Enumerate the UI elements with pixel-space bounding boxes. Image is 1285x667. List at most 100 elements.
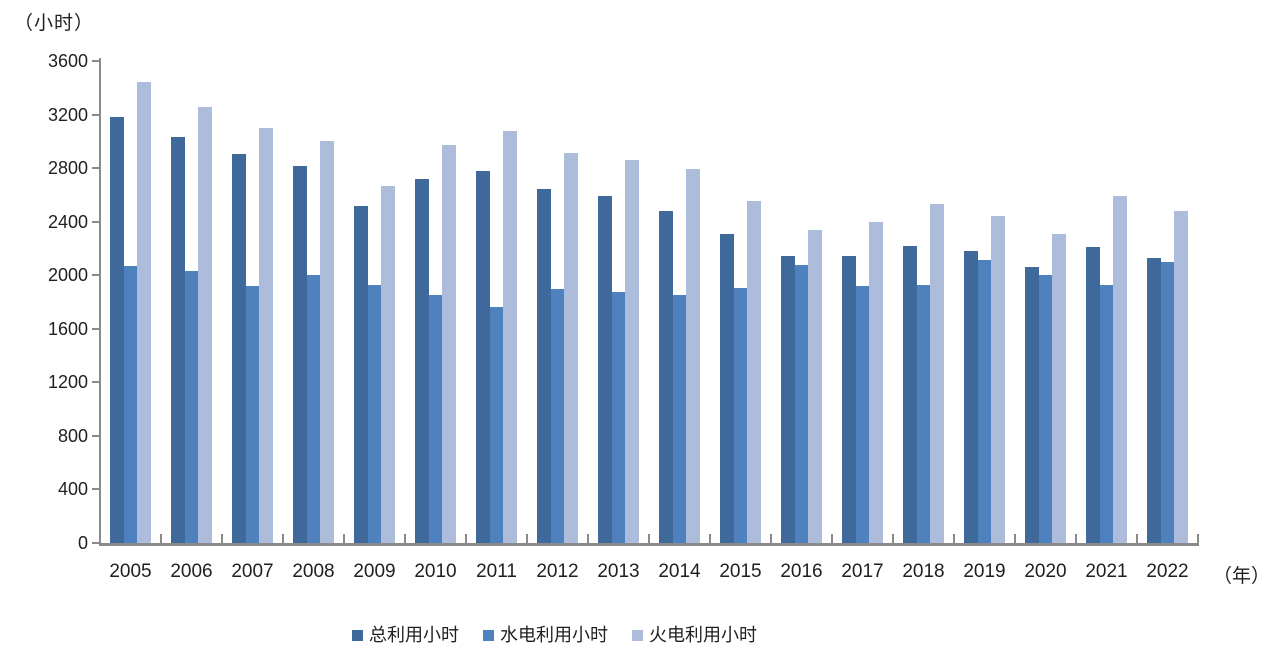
x-axis-category-label: 2014 [658,561,701,582]
y-axis-tick-label: 3200 [47,104,88,125]
y-axis-tick [92,434,100,437]
bar-2009-total [354,205,368,543]
x-axis-category-label: 2015 [719,561,762,582]
bar-2016-total [781,255,795,543]
y-axis-line [99,58,101,546]
y-axis-tick [92,167,100,170]
x-axis-category-label: 2018 [902,561,945,582]
bar-2020-hydro [1038,275,1053,543]
x-axis-category-label: 2008 [292,561,335,582]
y-axis-tick [92,488,100,491]
legend-label-thermal: 火电利用小时 [649,625,757,645]
y-axis-tick-label: 2800 [47,158,88,179]
bar-2010-thermal [442,145,456,543]
x-axis-category-label: 2016 [780,561,823,582]
x-axis-unit-label: （年） [1213,566,1271,587]
y-axis-tick-label: 800 [57,425,88,446]
y-axis-tick [92,381,100,384]
y-axis-tick-label: 1600 [47,318,88,339]
y-axis-unit-label: （小时） [14,13,95,34]
x-axis-tick [770,534,772,543]
x-axis-tick [1197,534,1199,543]
bar-2017-total [842,256,856,543]
legend-item-hydro: 水电利用小时 [483,624,608,646]
bar-2011-hydro [489,306,504,543]
bar-2012-total [537,188,551,543]
bar-2007-thermal [259,127,273,543]
y-axis-tick [92,60,100,62]
bar-2014-thermal [686,169,700,543]
x-axis-category-label: 2022 [1146,561,1189,582]
legend-swatch-total [352,629,363,641]
bar-2013-total [598,196,612,543]
bar-2008-thermal [320,141,334,543]
bar-2015-hydro [733,287,748,543]
y-axis-tick-label: 2000 [47,265,88,286]
x-axis-category-label: 2020 [1024,561,1067,582]
bar-2012-hydro [550,288,565,543]
y-axis-tick-label: 1200 [47,372,88,393]
bar-2007-hydro [245,285,260,543]
legend-swatch-thermal [632,629,643,641]
x-axis-tick [221,534,223,543]
y-axis-tick-label: 2400 [47,211,88,232]
x-axis-category-label: 2005 [109,561,152,582]
x-axis-category-label: 2009 [353,561,396,582]
y-axis-tick-label: 400 [57,479,88,500]
bar-2006-hydro [184,270,199,543]
y-axis-tick [92,542,100,544]
x-axis-category-label: 2019 [963,561,1006,582]
bar-2005-total [110,117,124,543]
x-axis-category-label: 2013 [597,561,640,582]
bar-2013-hydro [611,291,626,543]
legend-swatch-hydro [483,629,494,641]
x-axis-tick [953,534,955,543]
x-axis-line [99,543,1199,546]
x-axis-tick [404,534,406,543]
y-axis-tick [92,274,100,277]
bar-2022-hydro [1160,261,1175,543]
x-axis-tick [709,534,711,543]
y-axis-tick [92,220,100,223]
x-axis-tick [343,534,345,543]
bar-2010-total [415,178,429,543]
bar-2017-hydro [855,285,870,543]
legend: 总利用小时 水电利用小时 火电利用小时 [352,624,757,646]
bar-2019-hydro [977,259,992,543]
x-axis-category-label: 2011 [476,561,517,582]
x-axis-tick [892,534,894,543]
bar-2008-hydro [306,275,321,543]
bar-2022-thermal [1174,210,1188,543]
bar-2020-thermal [1052,233,1066,543]
x-axis-category-label: 2012 [536,561,579,582]
bar-2010-hydro [428,295,443,543]
bar-2006-thermal [198,107,212,543]
x-axis-tick [648,534,650,543]
bar-2015-total [720,234,734,543]
bar-2020-total [1025,266,1039,543]
bar-2005-thermal [137,82,151,543]
bar-2021-hydro [1099,284,1114,543]
y-axis-tick [92,113,100,116]
bar-2018-thermal [930,204,944,543]
bar-2019-thermal [991,215,1005,543]
x-axis-category-label: 2017 [841,561,884,582]
bar-2013-thermal [625,160,639,543]
bar-2009-thermal [381,186,395,543]
bar-2011-total [476,171,490,543]
bar-2017-thermal [869,221,883,543]
legend-item-thermal: 火电利用小时 [632,624,757,646]
bar-2014-hydro [672,295,687,543]
bar-2015-thermal [747,200,761,543]
bar-2021-thermal [1113,196,1127,543]
legend-item-total: 总利用小时 [352,624,459,646]
x-axis-tick [1075,534,1077,543]
bar-2018-total [903,245,917,543]
y-axis-tick [92,327,100,330]
x-axis-tick [465,534,467,543]
bar-2014-total [659,210,673,543]
x-axis-tick [526,534,528,543]
x-axis-tick [282,534,284,543]
bar-2018-hydro [916,285,931,543]
